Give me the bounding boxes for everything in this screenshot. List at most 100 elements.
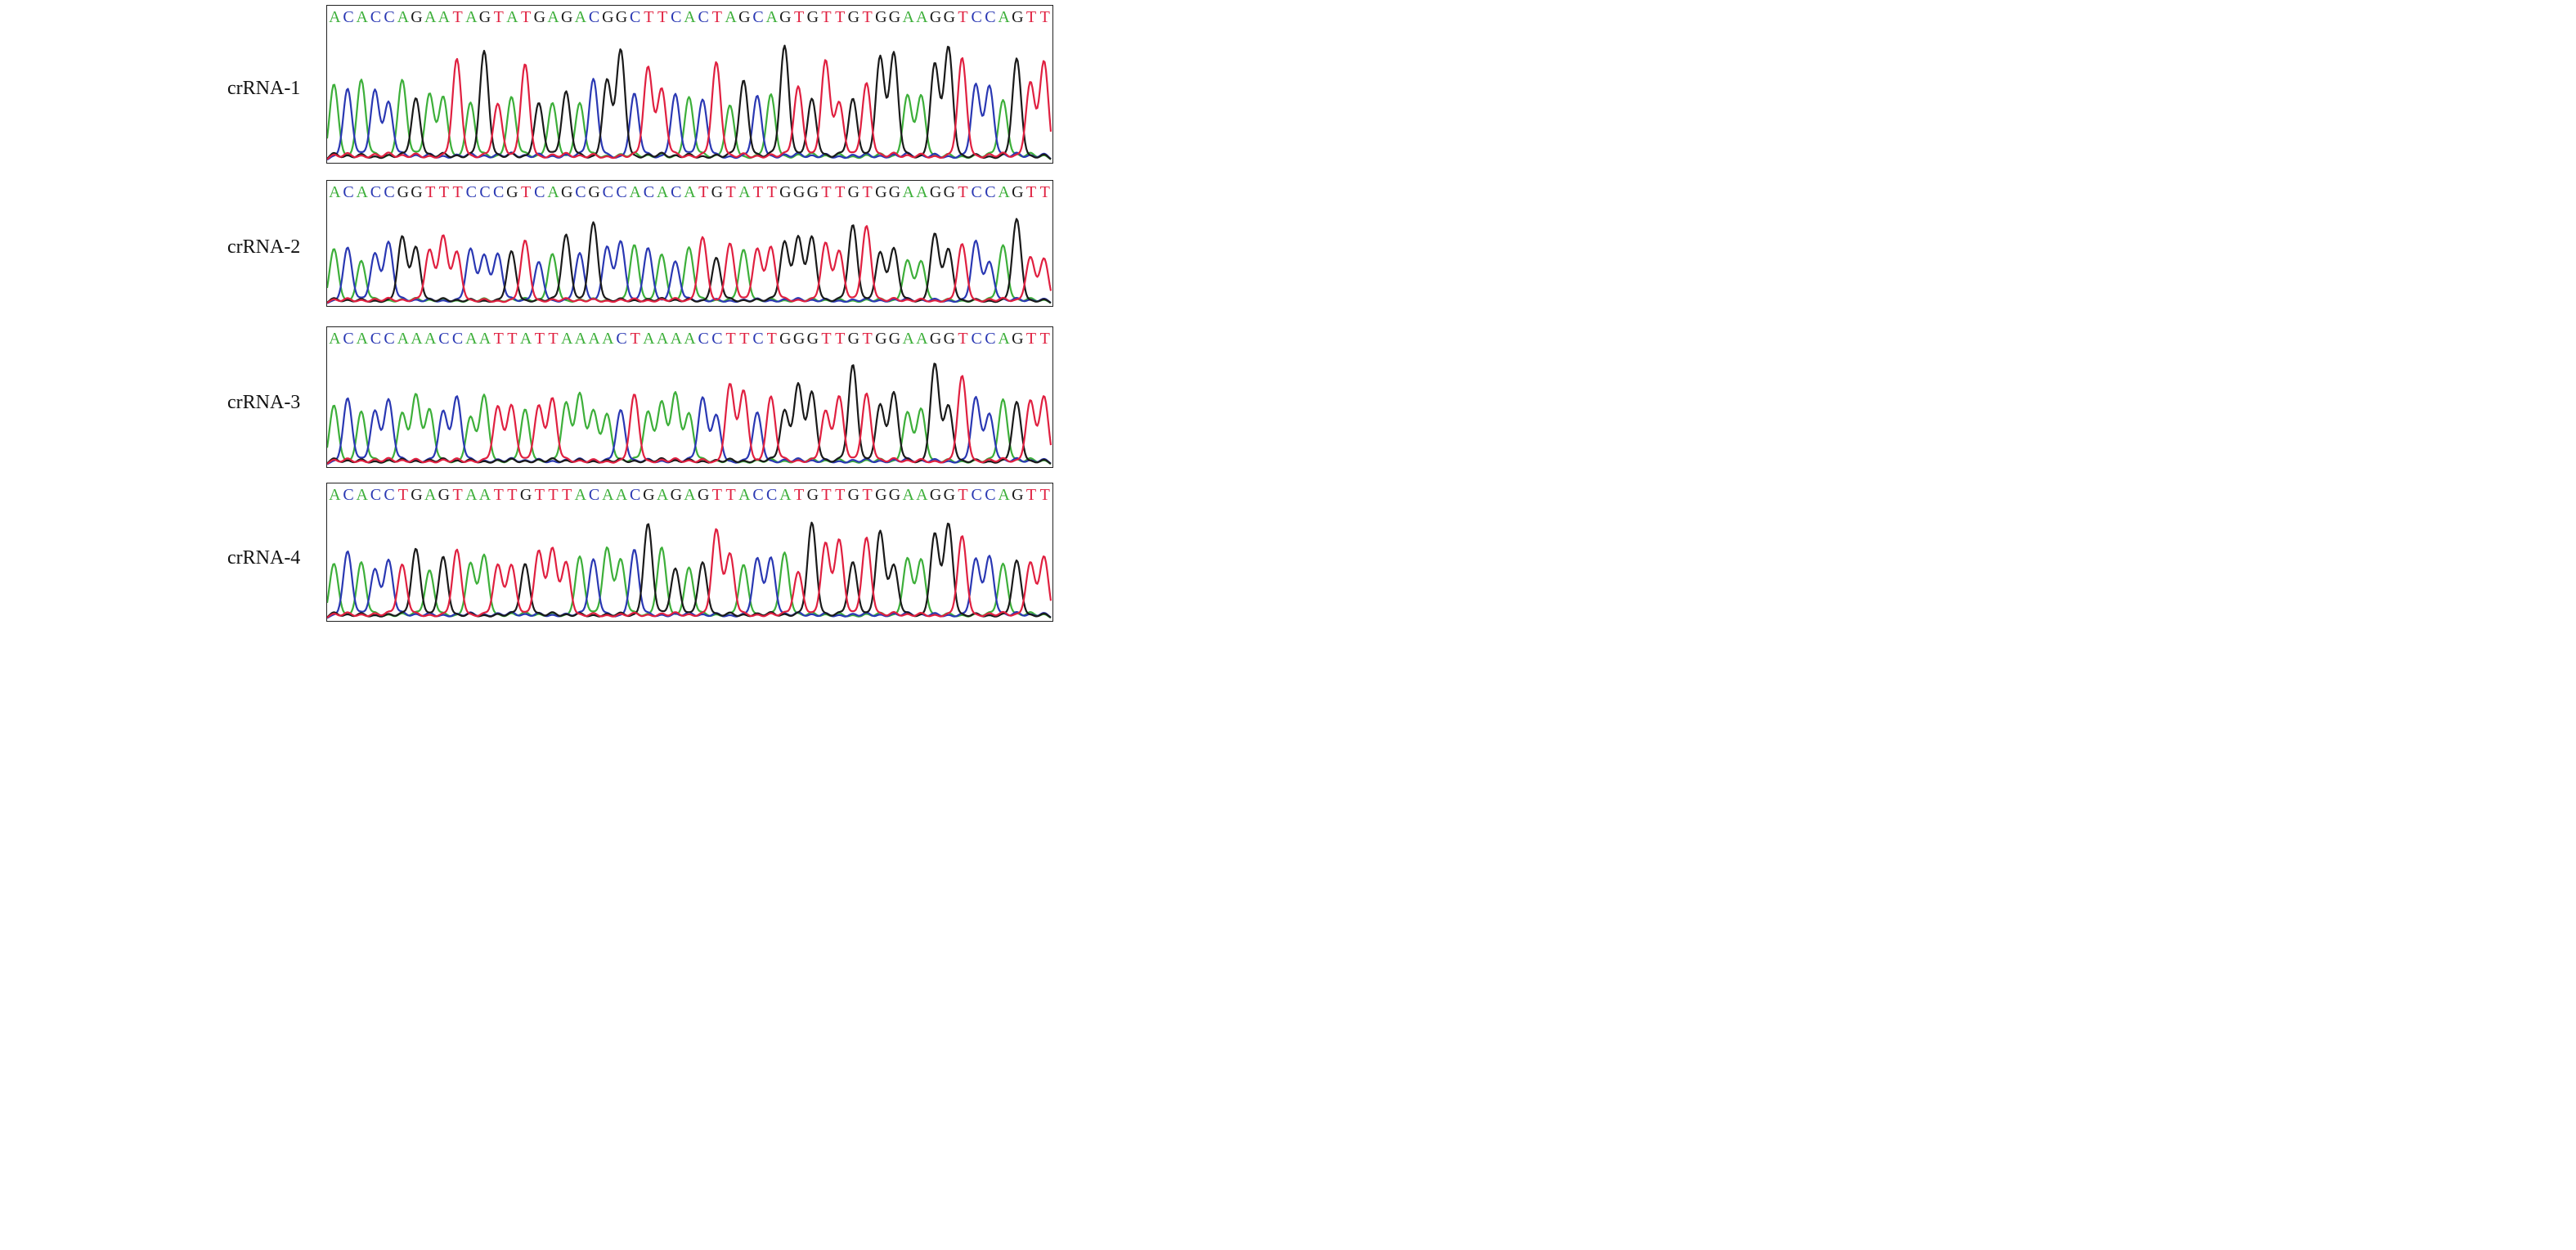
base-call-t: T — [494, 486, 504, 503]
base-call-a: A — [561, 330, 573, 347]
base-call-c: C — [985, 8, 995, 25]
base-call-c: C — [384, 8, 394, 25]
base-call-c: C — [644, 183, 654, 200]
base-call-t: T — [821, 330, 831, 347]
base-call-a: A — [547, 183, 559, 200]
base-call-t: T — [739, 330, 749, 347]
base-call-a: A — [575, 486, 587, 503]
base-call-t: T — [767, 330, 777, 347]
base-call-a: A — [465, 486, 478, 503]
base-call-t: T — [862, 486, 872, 503]
base-call-a: A — [684, 330, 696, 347]
base-call-c: C — [343, 330, 353, 347]
trace-channel-t — [327, 56, 1052, 160]
trace-channel-g — [327, 44, 1052, 160]
base-call-g: G — [875, 8, 886, 25]
base-call-a: A — [738, 486, 751, 503]
base-call-t: T — [507, 486, 517, 503]
base-call-g: G — [807, 330, 819, 347]
base-call-a: A — [671, 330, 683, 347]
base-call-t: T — [1040, 486, 1050, 503]
panel-label-crrna-1: crRNA-1 — [227, 78, 301, 99]
base-call-g: G — [889, 8, 900, 25]
base-call-t: T — [1040, 330, 1050, 347]
base-call-a: A — [356, 8, 368, 25]
base-call-a: A — [902, 183, 914, 200]
base-call-g: G — [875, 330, 886, 347]
base-call-t: T — [753, 183, 763, 200]
base-call-t: T — [958, 183, 967, 200]
base-call-g: G — [643, 486, 654, 503]
base-call-g: G — [944, 330, 955, 347]
base-call-g: G — [520, 486, 532, 503]
base-call-a: A — [902, 486, 914, 503]
base-call-a: A — [725, 8, 737, 25]
base-call-t: T — [958, 486, 967, 503]
base-call-a: A — [916, 330, 928, 347]
base-call-g: G — [875, 183, 886, 200]
base-call-a: A — [657, 183, 669, 200]
base-call-c: C — [698, 8, 709, 25]
base-call-t: T — [821, 8, 831, 25]
base-call-a: A — [588, 330, 600, 347]
chromatogram-trace — [327, 218, 1052, 304]
base-call-t: T — [835, 486, 845, 503]
base-call-a: A — [424, 8, 437, 25]
base-call-g: G — [561, 183, 572, 200]
base-call-t: T — [657, 8, 667, 25]
base-call-g: G — [807, 486, 819, 503]
base-call-g: G — [930, 8, 941, 25]
base-call-c: C — [384, 183, 394, 200]
base-call-a: A — [397, 330, 410, 347]
base-call-a: A — [465, 8, 478, 25]
base-call-g: G — [534, 8, 545, 25]
trace-channel-c — [327, 78, 1052, 161]
base-call-t: T — [862, 183, 872, 200]
base-call-g: G — [671, 486, 682, 503]
base-call-a: A — [916, 183, 928, 200]
base-call-a: A — [575, 8, 587, 25]
base-call-a: A — [684, 486, 696, 503]
base-call-g: G — [944, 183, 955, 200]
base-call-t: T — [452, 183, 462, 200]
base-call-c: C — [972, 486, 982, 503]
base-call-g: G — [411, 486, 422, 503]
base-call-a: A — [779, 486, 792, 503]
base-call-t: T — [548, 330, 558, 347]
base-call-a: A — [684, 183, 696, 200]
base-call-t: T — [1026, 330, 1036, 347]
base-call-g: G — [738, 8, 750, 25]
base-call-c: C — [493, 183, 504, 200]
trace-channel-t — [327, 375, 1052, 465]
base-call-a: A — [998, 330, 1010, 347]
base-call-t: T — [821, 486, 831, 503]
base-call-a: A — [657, 486, 669, 503]
base-call-a: A — [902, 8, 914, 25]
chromatogram-trace — [327, 362, 1052, 465]
base-call-g: G — [889, 330, 900, 347]
base-call-a: A — [684, 8, 696, 25]
base-call-a: A — [765, 8, 778, 25]
base-call-a: A — [629, 183, 641, 200]
base-call-a: A — [397, 8, 410, 25]
base-call-g: G — [807, 183, 819, 200]
base-call-g: G — [397, 183, 409, 200]
base-call-t: T — [452, 486, 462, 503]
base-call-c: C — [384, 330, 394, 347]
base-call-c: C — [589, 486, 599, 503]
base-call-t: T — [794, 486, 804, 503]
base-call-g: G — [711, 183, 723, 200]
base-call-a: A — [916, 8, 928, 25]
base-call-c: C — [985, 183, 995, 200]
base-call-t: T — [725, 183, 735, 200]
base-call-g: G — [411, 183, 422, 200]
base-call-a: A — [356, 330, 368, 347]
base-call-a: A — [438, 8, 451, 25]
chromatogram-trace — [327, 521, 1052, 619]
base-call-g: G — [506, 183, 518, 200]
base-call-c: C — [698, 330, 709, 347]
